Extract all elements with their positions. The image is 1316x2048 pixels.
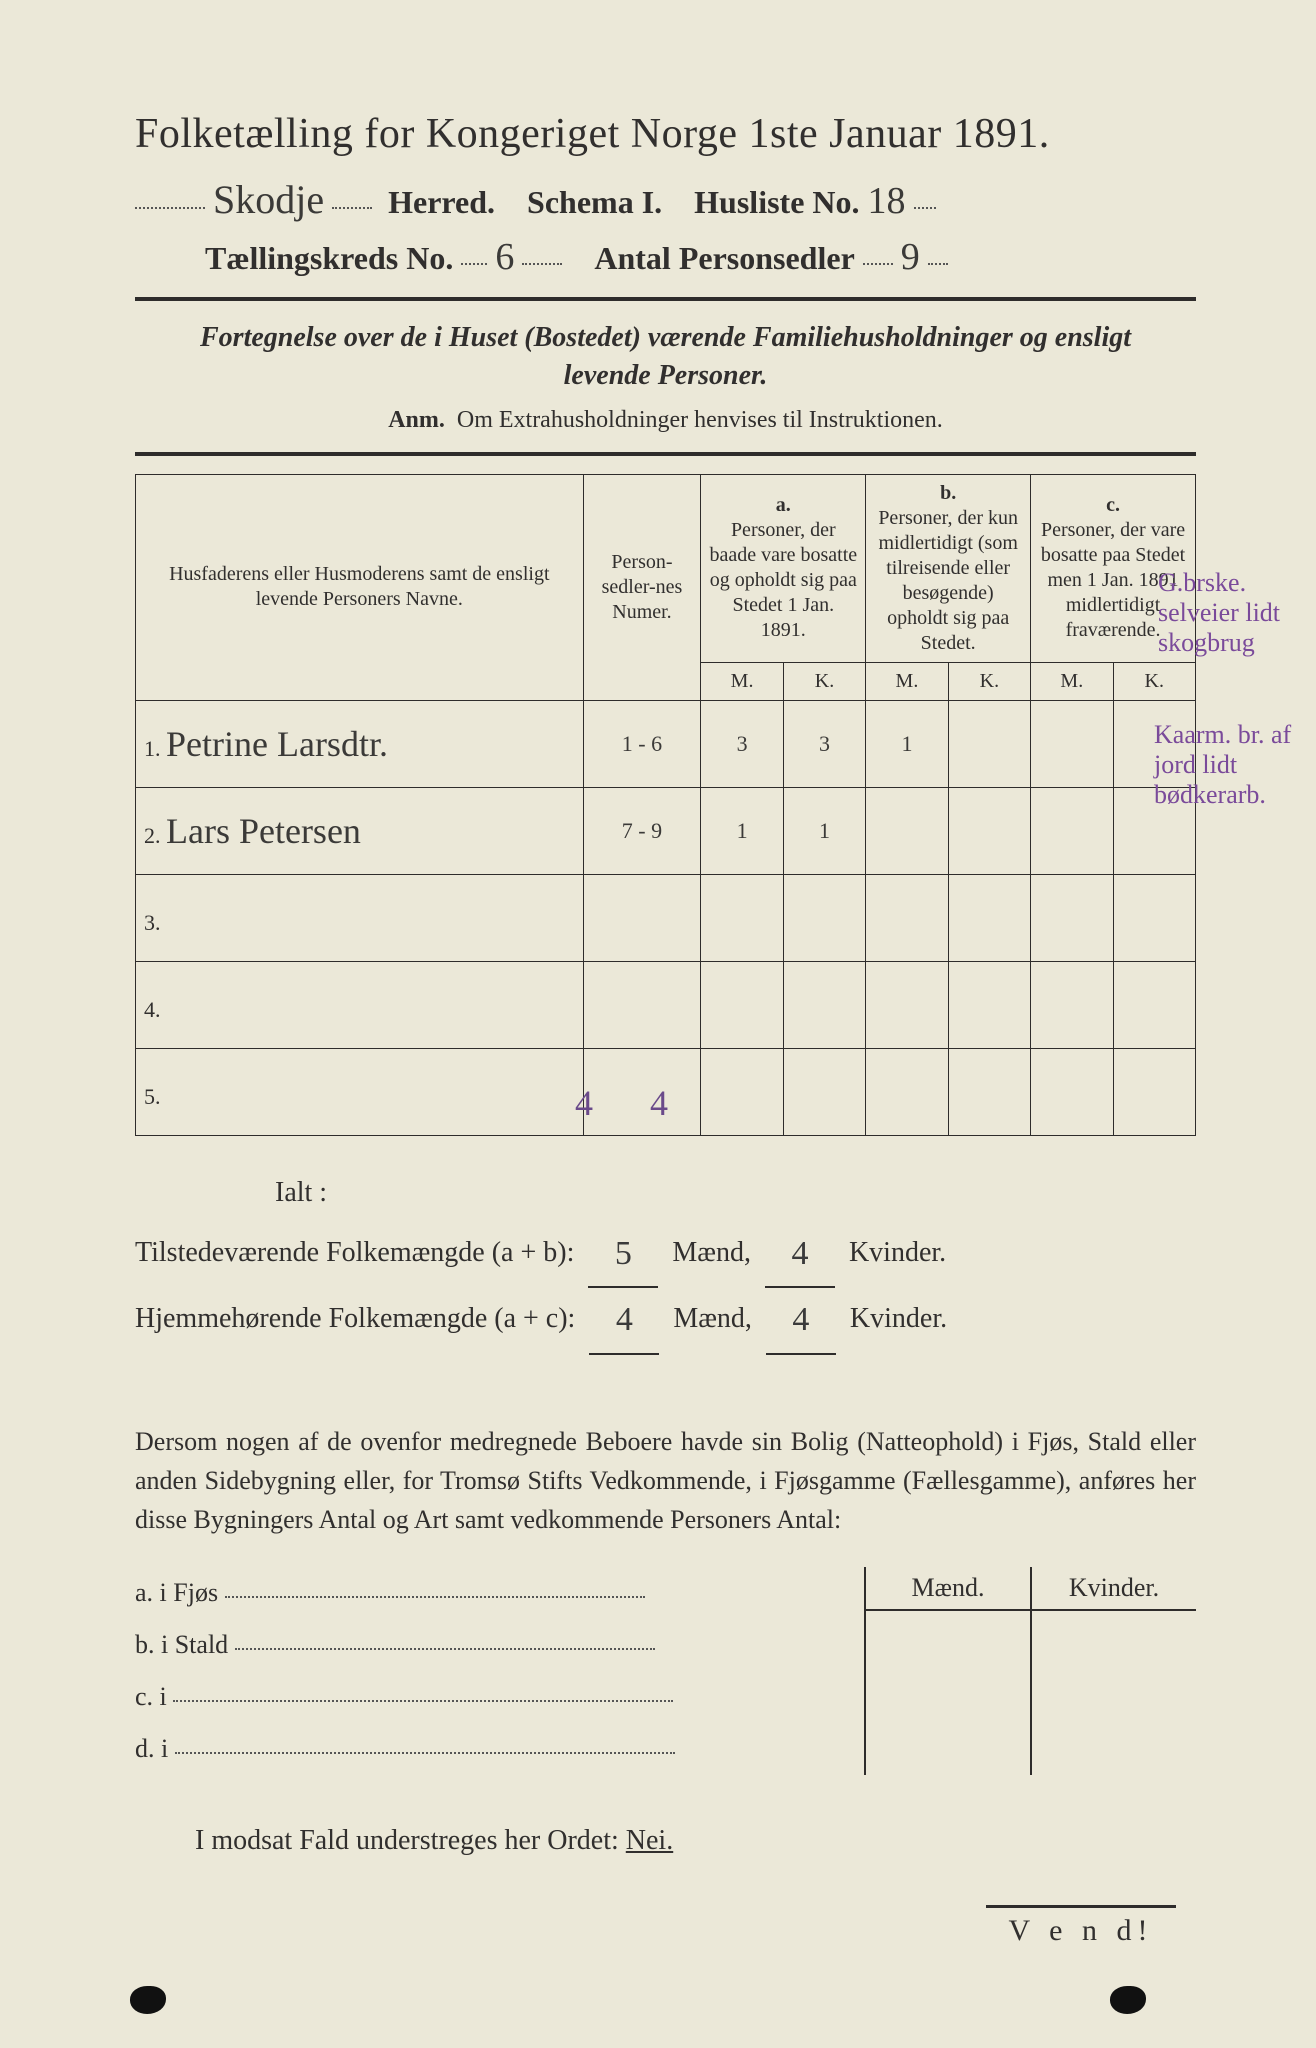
totals-block: Ialt : Tilstedeværende Folkemængde (a + … <box>135 1166 1196 1352</box>
c-k: K. <box>1113 662 1195 700</box>
hjemme-m: 4 <box>589 1288 659 1355</box>
lower-kvinder: Kvinder. <box>1032 1573 1196 1611</box>
table-row: 4. <box>136 961 1196 1048</box>
divider-2 <box>135 452 1196 456</box>
table-row: 2. Lars Petersen7 - 911 <box>136 787 1196 874</box>
hand-total-am: 4 <box>575 1082 593 1124</box>
col-b-header: b. Personer, der kun midlertidigt (som t… <box>866 474 1031 662</box>
nei-line: I modsat Fald understreges her Ordet: Ne… <box>135 1825 1196 1857</box>
antal-label: Antal Personsedler <box>594 240 854 276</box>
table-row: 3. <box>136 874 1196 961</box>
kreds-value: 6 <box>495 236 514 278</box>
kreds-label: Tællingskreds No. <box>205 240 453 276</box>
antal-value: 9 <box>901 236 920 278</box>
kreds-line: Tællingskreds No. 6 Antal Personsedler 9 <box>135 235 1196 279</box>
vend-label: V e n d! <box>986 1905 1176 1948</box>
ink-blot <box>1110 1986 1146 2014</box>
hand-total-ak: 4 <box>650 1082 668 1124</box>
lower-maend: Mænd. <box>866 1573 1030 1611</box>
divider <box>135 297 1196 301</box>
c-m: M. <box>1031 662 1113 700</box>
tilstede-m: 5 <box>588 1222 658 1289</box>
col-a-header: a. Personer, der baade vare bosatte og o… <box>701 474 866 662</box>
side-building-block: a. i Fjøs b. i Stald c. i d. i Mænd. Kvi… <box>135 1567 1196 1775</box>
nei-word: Nei. <box>626 1825 673 1856</box>
tilstede-k: 4 <box>765 1222 835 1289</box>
schema-label: Schema I. <box>527 184 662 220</box>
anm-line: Anm. Om Extrahusholdninger henvises til … <box>135 407 1196 434</box>
herred-line: Skodje Herred. Schema I. Husliste No. 18 <box>135 176 1196 223</box>
herred-value: Skodje <box>213 177 324 222</box>
a-m: M. <box>701 662 783 700</box>
b-k: K. <box>948 662 1030 700</box>
husliste-label: Husliste No. <box>694 184 859 220</box>
margin-note-1: G.brske. selveier lidt skogbrug <box>1158 568 1298 658</box>
page-title: Folketælling for Kongeriget Norge 1ste J… <box>135 110 1196 158</box>
a-k: K. <box>783 662 865 700</box>
hjemme-k: 4 <box>766 1288 836 1355</box>
side-building-paragraph: Dersom nogen af de ovenfor medregnede Be… <box>135 1422 1196 1539</box>
herred-label: Herred. <box>388 184 495 220</box>
col-num-header: Person-sedler-nes Numer. <box>583 474 701 700</box>
table-row: 1. Petrine Larsdtr.1 - 6331 <box>136 700 1196 787</box>
description: Fortegnelse over de i Huset (Bostedet) v… <box>135 319 1196 395</box>
col-name-header: Husfaderens eller Husmoderens samt de en… <box>136 474 584 700</box>
census-form-page: Folketælling for Kongeriget Norge 1ste J… <box>0 0 1316 2048</box>
household-table: Husfaderens eller Husmoderens samt de en… <box>135 474 1196 1136</box>
ink-blot <box>130 1986 166 2014</box>
b-m: M. <box>866 662 948 700</box>
husliste-value: 18 <box>868 180 906 222</box>
margin-note-2: Kaarm. br. af jord lidt bødkerarb. <box>1154 720 1304 810</box>
